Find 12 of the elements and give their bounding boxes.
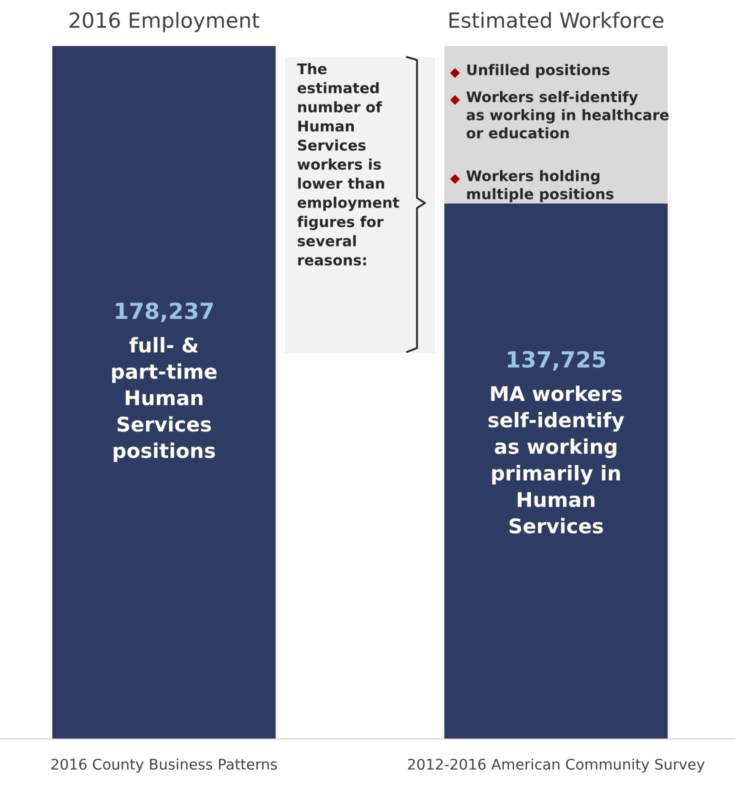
text: The estimated number of Human Services workers is lower than employment figures for several reasons: bbox=[297, 63, 400, 266]
annotation: Unfilled positions bbox=[467, 64, 610, 78]
annotation: Workers self-identify as working in healthcare or education bbox=[466, 91, 669, 138]
annotation: full- & part-time Human Services positions bbox=[112, 337, 217, 462]
x-tick-label: 2016 County Business Patterns bbox=[51, 758, 277, 773]
annotation: Workers holding multiple positions bbox=[466, 170, 614, 202]
text: 2016 Employment bbox=[70, 12, 260, 32]
x-tick-label: 2012-2016 American Community Survey bbox=[408, 758, 705, 773]
data-label: 178,237 bbox=[116, 302, 213, 322]
annotation: MA workers self-identify as working primarily in Human Services bbox=[488, 386, 624, 534]
data-label: 137,725 bbox=[508, 350, 606, 371]
text: Estimated Workforce bbox=[450, 12, 664, 28]
